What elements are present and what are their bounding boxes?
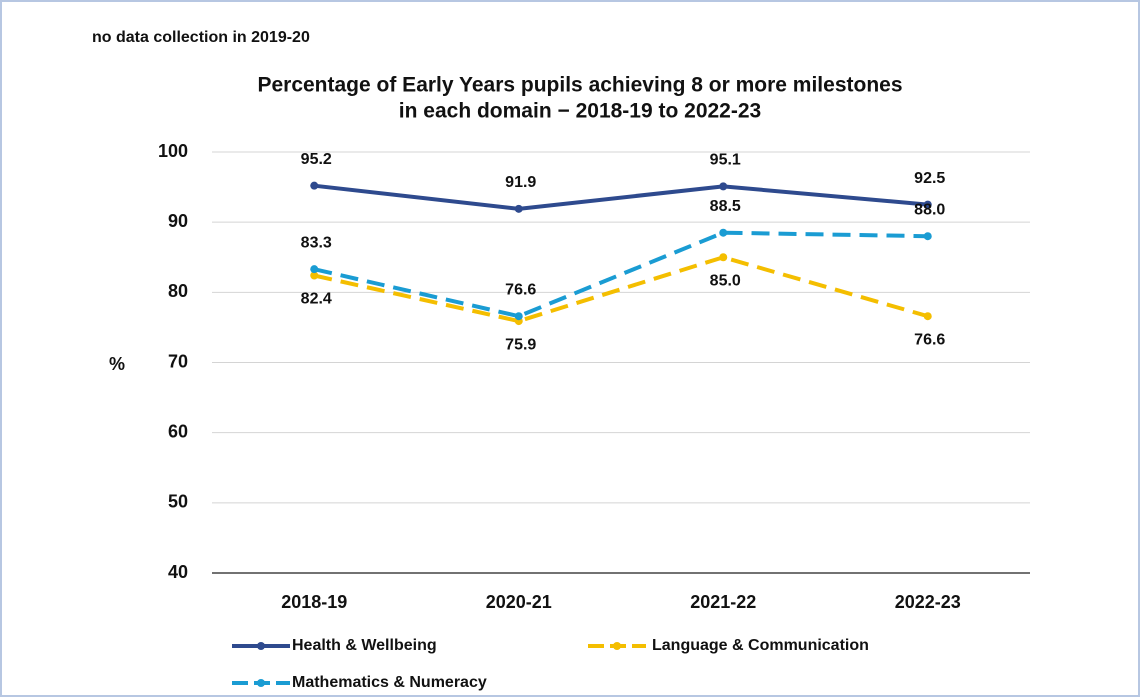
data-label: 75.9: [505, 336, 536, 353]
x-tick-label: 2021-22: [690, 592, 756, 612]
y-tick-label: 50: [168, 492, 188, 512]
chart-title: Percentage of Early Years pupils achievi…: [257, 74, 902, 97]
chart-title: in each domain − 2018-19 to 2022-23: [399, 100, 761, 123]
point: [514, 312, 523, 321]
point: [719, 228, 728, 237]
data-label: 76.6: [505, 281, 536, 298]
y-tick-label: 60: [168, 421, 188, 441]
x-tick-label: 2022-23: [895, 592, 961, 612]
x-tick-label: 2018-19: [281, 592, 347, 612]
x-tick-label: 2020-21: [486, 592, 552, 612]
data-label: 85.0: [710, 272, 741, 289]
data-label: 95.2: [301, 151, 332, 168]
y-tick-label: 90: [168, 211, 188, 231]
point: [923, 232, 932, 241]
legend-label: Language & Communication: [652, 637, 869, 654]
y-tick-label: 40: [168, 562, 188, 582]
data-label: 92.5: [914, 170, 945, 187]
y-tick-label: 70: [168, 351, 188, 371]
data-label: 88.0: [914, 201, 945, 218]
legend-label: Mathematics & Numeracy: [292, 674, 487, 691]
data-label: 82.4: [301, 291, 332, 308]
y-tick-label: 100: [158, 141, 188, 161]
legend-marker: [257, 679, 265, 687]
point: [514, 204, 523, 213]
point: [310, 181, 319, 190]
data-label: 83.3: [301, 234, 332, 251]
point: [310, 271, 319, 280]
legend-marker: [257, 642, 265, 650]
legend-marker: [613, 642, 621, 650]
point: [923, 312, 932, 321]
data-label: 76.6: [914, 331, 945, 348]
data-label: 88.5: [710, 198, 741, 215]
series-line: [314, 183, 928, 211]
point: [923, 200, 932, 209]
data-label: 91.9: [505, 174, 536, 191]
series-line: [313, 255, 929, 324]
point: [719, 253, 728, 262]
legend-label: Health & Wellbeing: [292, 637, 437, 654]
point: [310, 265, 319, 274]
note: no data collection in 2019-20: [92, 29, 310, 46]
data-label: 95.1: [710, 152, 741, 169]
y-tick-label: 80: [168, 281, 188, 301]
point: [719, 182, 728, 191]
y-axis-label: %: [109, 354, 125, 374]
